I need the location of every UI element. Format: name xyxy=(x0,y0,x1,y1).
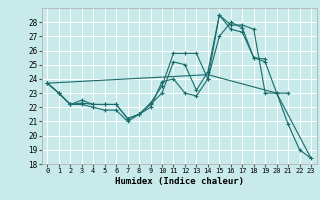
X-axis label: Humidex (Indice chaleur): Humidex (Indice chaleur) xyxy=(115,177,244,186)
